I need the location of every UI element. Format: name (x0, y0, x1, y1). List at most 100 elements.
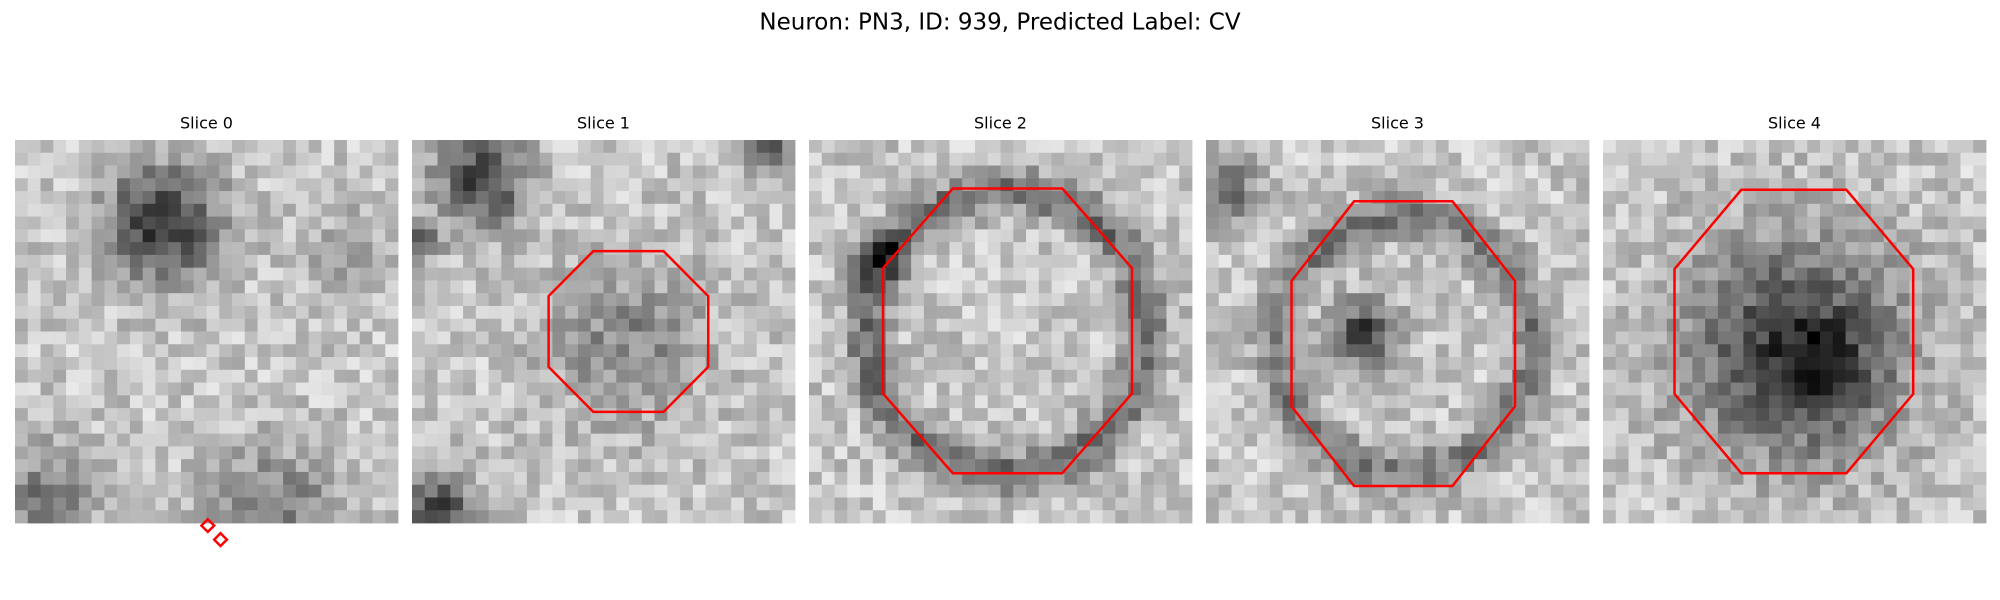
pixel (1026, 382, 1040, 396)
pixel (1206, 471, 1220, 486)
pixel (743, 408, 758, 422)
pixel (206, 420, 220, 435)
pixel (206, 484, 220, 498)
pixel (168, 433, 182, 447)
pixel (295, 471, 310, 486)
pixel (1077, 344, 1091, 358)
pixel (1140, 331, 1155, 345)
pixel (1102, 293, 1116, 307)
pixel (1359, 229, 1373, 243)
pixel (1384, 382, 1398, 396)
pixel (1320, 382, 1335, 396)
pixel (616, 484, 630, 498)
pixel (1845, 446, 1859, 460)
pixel (1679, 420, 1693, 435)
pixel (1743, 433, 1757, 447)
pixel (385, 165, 399, 179)
pixel (1717, 280, 1732, 294)
pixel (232, 229, 246, 243)
pixel (1384, 433, 1398, 447)
pixel (1525, 408, 1539, 422)
pixel (1550, 242, 1564, 256)
pixel (463, 395, 477, 409)
pixel (974, 459, 989, 473)
pixel (437, 318, 451, 332)
pixel (1077, 408, 1091, 422)
pixel (104, 280, 118, 294)
contour (881, 187, 1134, 475)
pixel (603, 242, 617, 256)
pixel (1179, 280, 1193, 294)
pixel (450, 216, 464, 230)
pixel (40, 395, 54, 409)
pixel (372, 395, 386, 409)
pixel (91, 484, 105, 498)
pixel (885, 459, 899, 473)
pixel (1922, 510, 1936, 524)
pixel (1896, 305, 1910, 320)
pixel (1947, 369, 1961, 383)
pixel (1896, 446, 1910, 460)
pixel (552, 267, 566, 281)
pixel (1051, 382, 1065, 396)
pixel (949, 318, 963, 332)
pixel (257, 178, 271, 192)
pixel (1244, 357, 1258, 371)
pixel (1051, 357, 1065, 371)
pixel (1282, 446, 1296, 460)
pixel (718, 203, 732, 217)
pixel (1257, 357, 1271, 371)
pixel (117, 254, 131, 269)
pixel (1026, 318, 1040, 332)
pixel (616, 395, 630, 409)
pixel (501, 382, 515, 396)
pixel (1563, 459, 1577, 473)
pixel (1512, 471, 1526, 486)
pixel (1064, 305, 1078, 320)
pixel (1448, 484, 1462, 498)
pixel (219, 305, 233, 320)
pixel (104, 331, 118, 345)
pixel (1832, 191, 1846, 205)
pixel (1140, 305, 1155, 320)
pixel (1423, 318, 1437, 332)
pixel (1615, 254, 1629, 269)
pixel (180, 510, 195, 524)
pixel (1832, 433, 1846, 447)
pixel (654, 267, 668, 281)
pixel (1384, 280, 1398, 294)
pixel (372, 369, 386, 383)
pixel (1794, 254, 1808, 269)
pixel (911, 369, 925, 383)
pixel (847, 318, 861, 332)
pixel (219, 152, 233, 166)
pixel (565, 318, 579, 332)
pixel (155, 497, 169, 511)
pixel (667, 242, 681, 256)
pixel (244, 459, 258, 473)
pixel (1461, 178, 1475, 192)
pixel (1832, 254, 1846, 269)
pixel (78, 395, 92, 409)
pixel (1615, 152, 1629, 166)
pixel (1359, 497, 1373, 511)
pixel (40, 408, 54, 422)
pixel (1153, 497, 1167, 511)
pixel (1499, 395, 1513, 409)
pixel (129, 395, 144, 409)
pixel (1435, 446, 1449, 460)
pixel (1026, 280, 1040, 294)
pixel (872, 191, 886, 205)
pixel (1858, 178, 1872, 192)
pixel (1960, 420, 1974, 435)
pixel (1717, 510, 1732, 524)
pixel (1423, 420, 1437, 435)
pixel (385, 344, 399, 358)
pixel (705, 433, 719, 447)
pixel (270, 471, 284, 486)
pixel (1064, 471, 1078, 486)
pixel (987, 152, 1001, 166)
pixel (1128, 242, 1142, 256)
pixel (1179, 484, 1193, 498)
pixel (860, 497, 874, 511)
